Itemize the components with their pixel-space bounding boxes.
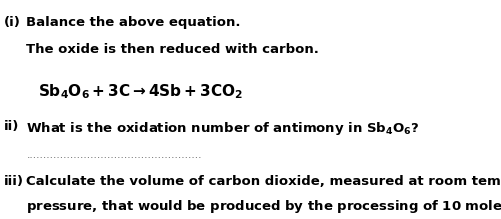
- Text: (i): (i): [4, 16, 21, 29]
- Text: iii): iii): [4, 175, 24, 188]
- Text: $\mathbf{Sb_4O_6 + 3C \rightarrow 4Sb + 3CO_2}$: $\mathbf{Sb_4O_6 + 3C \rightarrow 4Sb + …: [39, 82, 243, 101]
- Text: pressure, that would be produced by the processing of 10 moles of $\mathbf{Sb_2S: pressure, that would be produced by the …: [27, 198, 501, 215]
- Text: Calculate the volume of carbon dioxide, measured at room temperature and: Calculate the volume of carbon dioxide, …: [27, 175, 501, 188]
- Text: ii): ii): [4, 120, 20, 133]
- Text: What is the oxidation number of antimony in $\mathbf{Sb_4O_6}$?: What is the oxidation number of antimony…: [27, 120, 420, 137]
- Text: Balance the above equation.: Balance the above equation.: [27, 16, 241, 29]
- Text: The oxide is then reduced with carbon.: The oxide is then reduced with carbon.: [27, 43, 319, 57]
- Text: ....................................................: ........................................…: [27, 150, 202, 160]
